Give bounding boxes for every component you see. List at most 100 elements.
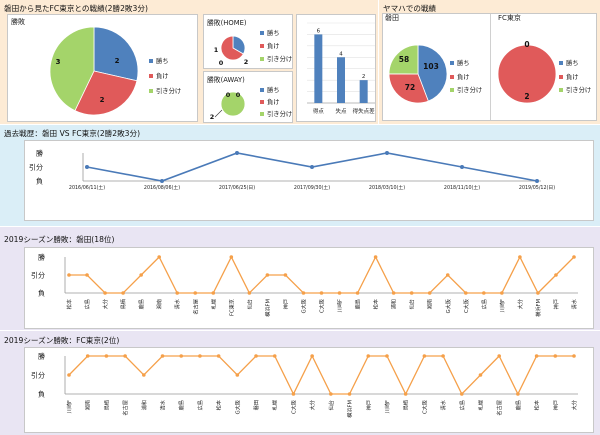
legend-item-loss: 負け [450,72,470,81]
x-tick-label: 仙台 [408,299,416,309]
x-tick-label: G大阪 [299,299,307,313]
x-tick-label: 浦和 [140,400,148,410]
x-tick-label: 2017/06/25(日) [219,185,255,191]
data-point [373,255,378,259]
data-point [319,291,324,295]
data-point [121,291,125,295]
data-point [175,291,180,295]
x-tick-label: 2016/08/06(土) [144,184,180,191]
data-point [193,291,198,295]
legend-item-win: 勝ち [559,58,579,67]
goals-bar-panel: 6 得点 4 失点 2 得失点差 [296,14,376,122]
data-point [445,273,450,277]
x-tick-label: 名古屋 [495,400,503,416]
section-title: ヤマハでの戦績 [383,4,437,13]
bar [314,34,323,103]
data-point [572,255,576,259]
data-point [553,354,558,358]
overall-pie-chart: 2 2 3 [49,26,139,116]
x-tick-label: 広島 [480,299,488,309]
x-tick-label: 神戸 [364,400,372,410]
x-tick-label: 2018/11/10(土) [444,184,480,191]
data-point [366,354,371,358]
data-point [460,165,464,169]
x-tick-label: 2019/05/12(日) [519,185,555,191]
data-label: 3 [56,58,61,66]
data-point [265,273,270,277]
bar [359,80,368,103]
x-tick-label: 浦和 [390,299,398,309]
x-tick-label: 札幌 [209,298,217,309]
data-label: 2 [524,92,529,101]
y-tick-label: 勝 [38,352,45,361]
x-tick-label: 磐田 [252,400,260,410]
data-point [337,291,342,295]
data-point [409,291,414,295]
data-label: 2 [100,96,105,104]
data-point [482,291,486,295]
x-tick-label: C大阪 [289,400,297,414]
x-tick-label: 松本 [215,400,223,410]
data-point [329,392,333,396]
data-point [235,373,240,377]
y-tick-label: 負 [38,390,45,399]
x-tick-label: 大分 [516,299,524,309]
data-point [497,354,501,358]
pie-slice [220,35,244,61]
data-point [85,165,89,169]
pie-slice [93,26,139,82]
x-tick-label: C大阪 [420,400,428,414]
legend-item-loss: 負け [149,71,169,80]
yamaha-panel: 磐田 FC東京 103 72 58 0 2 勝ち 負け 引き分け 勝ち 負け 引き分け [382,13,597,121]
data-point [160,354,165,358]
data-point [104,354,109,358]
data-label: 2 [210,113,215,121]
data-point [229,255,234,259]
x-tick-label: 鳥栖 [102,400,110,410]
home-pie-chart: 1 2 0 [214,35,248,67]
category-label: 失点 [335,107,347,115]
x-tick-label: 川崎F [65,400,73,413]
data-label: 0 [236,91,241,99]
data-point [403,392,408,396]
data-point [139,273,143,277]
data-point [179,354,184,358]
x-tick-label: 鹿島 [514,400,522,410]
x-tick-label: 横浜FM [346,400,354,418]
data-point [385,151,389,155]
data-point [198,354,202,358]
x-tick-label: 松本 [372,299,380,309]
home-pie-title: 勝敗(HOME) [207,19,247,27]
yamaha-pie-charts: 103 72 58 0 2 [388,40,557,104]
legend-item-draw: 引き分け [149,86,181,95]
pie-slice [417,44,448,102]
bar-value-label: 4 [339,51,343,57]
x-tick-label: 松本 [65,299,73,309]
data-point [355,291,360,295]
data-point [427,291,432,295]
data-point [67,273,71,277]
data-point [347,392,352,396]
x-tick-label: C大阪 [462,299,470,313]
series-line [68,354,574,396]
section-title: 磐田から見たFC東京との戦績(2勝2敗3分) [4,4,148,13]
jubilo-panel-title: 磐田 [385,14,399,22]
section-title: 過去戦歴：磐田 VS FC東京(2勝2敗3分) [4,129,141,138]
jubilo-season-section: 2019シーズン勝敗：磐田(18位) 勝引分負松本 広島 大分 鳥栖 鹿島 湘南 清水 名古屋… [0,227,600,330]
data-point [463,291,468,295]
legend-item-draw: 引き分け [559,85,591,94]
data-point [160,179,164,183]
y-tick-label: 勝 [38,253,45,262]
x-tick-label: 川崎F [498,299,506,312]
x-tick-label: 広島 [458,400,466,410]
x-tick-label: 清水 [159,399,167,410]
x-tick-label: 湘南 [426,299,434,309]
x-tick-label: G大阪 [444,299,452,313]
data-label: 103 [423,62,439,71]
data-point [391,291,396,295]
x-tick-label: 仙台 [245,299,253,309]
data-point [283,273,288,277]
data-point [247,291,252,295]
